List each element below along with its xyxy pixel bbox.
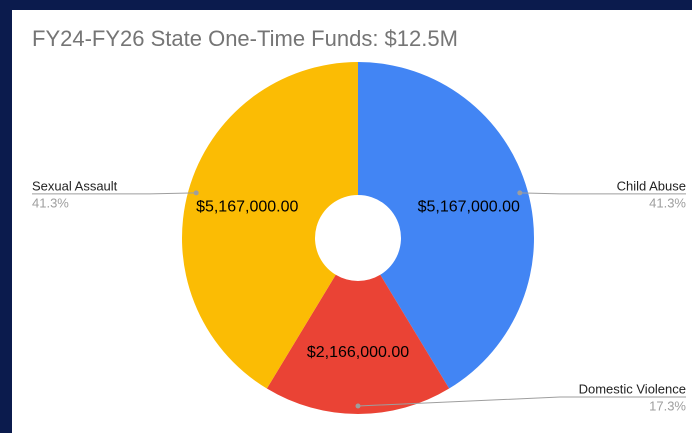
value-label: $5,167,000.00 [196,198,298,215]
legend-label: Child Abuse [617,178,686,193]
percent-label: 41.3% [649,195,686,210]
leader-dot [193,190,199,196]
percent-label: 17.3% [649,398,686,413]
chart-title: FY24-FY26 State One-Time Funds: $12.5M [32,26,458,51]
leader-line [519,192,686,195]
legend-label: Domestic Violence [579,381,686,396]
value-label: $5,167,000.00 [418,198,520,215]
legend-label: Sexual Assault [32,178,118,193]
value-label: $2,166,000.00 [307,344,409,361]
donut-slice [358,62,534,389]
leader-dot [517,190,523,196]
leader-dot [355,403,361,409]
donut-slice [181,62,358,389]
percent-label: 41.3% [32,195,69,210]
donut-slice [266,274,450,414]
leader-line [32,192,197,195]
leader-line [357,396,686,407]
